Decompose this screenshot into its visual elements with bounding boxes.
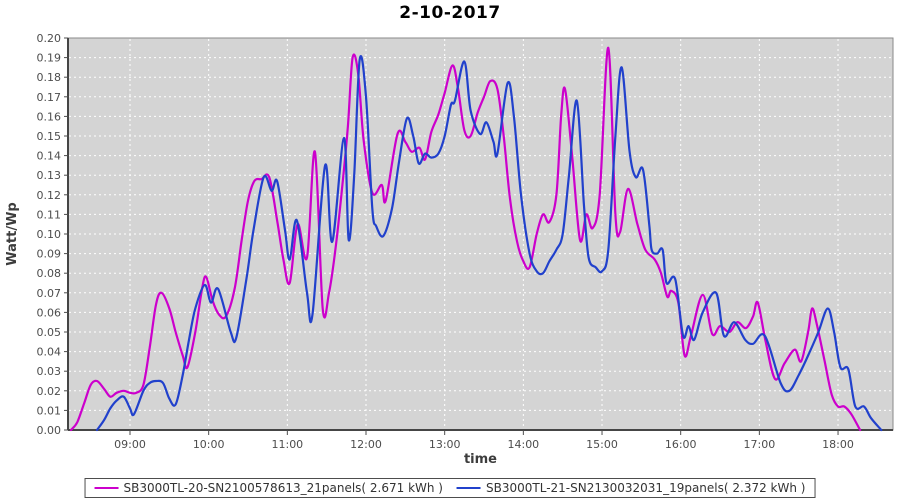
legend-item-series-0: SB3000TL-20-SN2100578613_21panels( 2.671… <box>94 481 443 495</box>
y-tick-label: 0.03 <box>37 365 62 378</box>
x-tick-label: 09:00 <box>114 438 146 451</box>
chart-canvas: 0.00 0.01 0.02 0.03 0.04 0.05 0.06 0.07 0.08 0.09… <box>5 32 894 467</box>
legend-label-series-1: SB3000TL-21-SN2130032031_19panels( 2.372… <box>486 481 806 495</box>
y-tick-label: 0.15 <box>37 130 62 143</box>
x-tick-label: 17:00 <box>744 438 776 451</box>
y-tick-label: 0.02 <box>37 385 62 398</box>
x-tick-label: 12:00 <box>350 438 382 451</box>
x-tick-label: 16:00 <box>665 438 697 451</box>
y-tick-label: 0.19 <box>37 52 62 65</box>
series-0-line-marker-icon <box>94 487 119 489</box>
y-axis-ticks: 0.00 0.01 0.02 0.03 0.04 0.05 0.06 0.07 0.08 0.09… <box>37 32 68 437</box>
grid-lines <box>69 37 892 429</box>
x-tick-label: 14:00 <box>507 438 539 451</box>
y-tick-label: 0.17 <box>37 91 62 104</box>
y-tick-label: 0.14 <box>37 150 62 163</box>
chart-legend: SB3000TL-20-SN2100578613_21panels( 2.671… <box>84 478 816 498</box>
y-tick-label: 0.16 <box>37 110 62 123</box>
y-tick-label: 0.06 <box>37 306 62 319</box>
y-tick-label: 0.10 <box>37 228 62 241</box>
y-tick-label: 0.20 <box>37 32 62 45</box>
y-tick-label: 0.00 <box>37 424 62 437</box>
x-tick-label: 13:00 <box>429 438 461 451</box>
x-tick-label: 15:00 <box>586 438 618 451</box>
legend-item-series-1: SB3000TL-21-SN2130032031_19panels( 2.372… <box>457 481 805 495</box>
y-tick-label: 0.05 <box>37 326 62 339</box>
x-tick-label: 18:00 <box>822 438 854 451</box>
y-tick-label: 0.01 <box>37 404 62 417</box>
x-tick-label: 11:00 <box>271 438 303 451</box>
x-axis-title: time <box>464 452 497 467</box>
y-tick-label: 0.08 <box>37 267 62 280</box>
y-axis-title: Watt/Wp <box>5 202 20 265</box>
x-tick-label: 10:00 <box>193 438 225 451</box>
y-tick-label: 0.04 <box>37 346 62 359</box>
series-1-line-marker-icon <box>457 487 481 489</box>
y-tick-label: 0.18 <box>37 71 62 84</box>
y-tick-label: 0.13 <box>37 169 62 182</box>
legend-label-series-0: SB3000TL-20-SN2100578613_21panels( 2.671… <box>123 481 443 495</box>
y-tick-label: 0.09 <box>37 248 62 261</box>
y-tick-label: 0.07 <box>37 287 62 300</box>
x-axis-ticks: 09:00 10:00 11:00 12:00 13:00 14:00 15:00 16:00… <box>114 430 854 451</box>
series-line-1 <box>95 55 883 432</box>
y-tick-label: 0.11 <box>37 208 62 221</box>
y-tick-label: 0.12 <box>37 189 62 202</box>
chart-title: 2-10-2017 <box>399 3 501 23</box>
